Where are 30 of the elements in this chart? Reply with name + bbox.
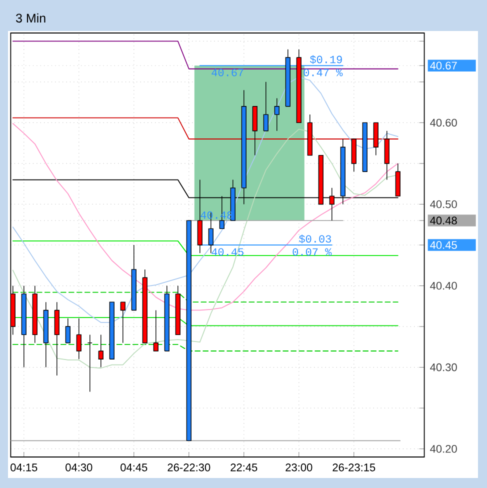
candlestick <box>120 302 126 344</box>
candlestick <box>65 318 70 344</box>
y-tick-label: 40.20 <box>430 444 457 453</box>
y-tick-label: 40.30 <box>430 363 457 372</box>
candlestick <box>153 310 158 352</box>
candlestick <box>76 318 82 360</box>
y-tick-label: 40.48 <box>430 216 457 224</box>
y-tick-label: 40.67 <box>430 62 457 70</box>
annotation: $0.03 <box>299 234 331 244</box>
x-tick-label: 04:15 <box>10 464 38 472</box>
candlestick <box>263 82 268 132</box>
x-tick-label: 22:45 <box>230 464 258 472</box>
line-series <box>12 76 398 323</box>
x-tick-label: 23:00 <box>286 464 312 472</box>
annotation: $0.19 <box>310 55 342 64</box>
x-tick-label: 04:30 <box>66 464 92 472</box>
y-tick-label: 40.40 <box>430 282 457 290</box>
x-tick-label: 26-22:30 <box>168 464 210 472</box>
y-tick-label: 40.45 <box>430 241 457 249</box>
x-tick-label: 26-23:15 <box>332 464 376 472</box>
line-series <box>12 123 398 311</box>
x-tick-label: 04:45 <box>120 464 148 472</box>
annotation: 40.45 <box>212 248 244 256</box>
candlestick <box>98 334 104 368</box>
chart-title: 3 Min <box>16 13 46 23</box>
annotation: 40.67 <box>212 68 244 76</box>
annotation: 0.07 % <box>292 248 332 256</box>
candlestick <box>274 98 280 132</box>
y-tick-label: 40.50 <box>430 200 457 208</box>
y-tick-label: 40.60 <box>430 118 457 127</box>
